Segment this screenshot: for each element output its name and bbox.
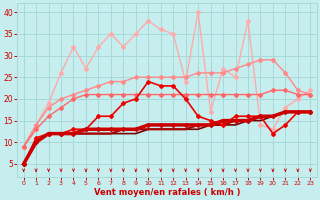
X-axis label: Vent moyen/en rafales ( km/h ): Vent moyen/en rafales ( km/h ) bbox=[94, 188, 240, 197]
